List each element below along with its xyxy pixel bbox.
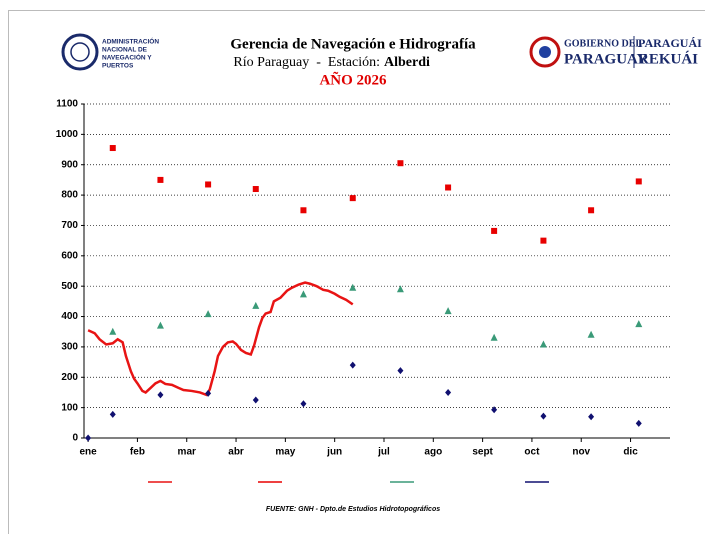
- org-line: ADMINISTRACIÓN: [102, 37, 159, 46]
- mean-point: [540, 340, 547, 347]
- max-point: [397, 160, 403, 166]
- x-tick-label: feb: [130, 447, 145, 458]
- max-point: [300, 207, 306, 213]
- chart-subtitle: Río Paraguay - Estación:: [233, 55, 380, 70]
- gov-guarani: PARAGUÁI: [638, 36, 702, 50]
- max-point: [350, 195, 356, 201]
- x-tick-label: nov: [572, 447, 590, 458]
- station: Alberdi: [384, 55, 430, 70]
- mean-point: [109, 328, 116, 335]
- min-point: [85, 435, 91, 442]
- max-point: [636, 178, 642, 184]
- plot: 0 100 200 300 400 500 600 700 800 900 1000 1100 ene f…: [56, 99, 670, 482]
- min-point: [110, 411, 116, 418]
- mean-point: [157, 322, 164, 329]
- max-point: [491, 228, 497, 234]
- max-point: [205, 181, 211, 187]
- x-tick-label: sept: [472, 447, 493, 458]
- source: FUENTE: GNH - Dpto.de Estudios Hidrotopo…: [266, 506, 440, 513]
- y-tick-label: 300: [61, 342, 78, 353]
- y-tick-label: 800: [61, 190, 78, 201]
- min-point: [350, 362, 356, 369]
- y-tick-label: 400: [61, 311, 78, 322]
- min-point: [636, 420, 642, 427]
- x-tick-label: dic: [623, 447, 638, 458]
- y-tick-label: 500: [61, 281, 78, 292]
- chart-title: Gerencia de Navegación e Hidrografía: [230, 36, 476, 52]
- x-tick-label: jun: [326, 447, 342, 458]
- min-point: [253, 397, 259, 404]
- y-tick-label: 900: [61, 159, 78, 170]
- series-line: [88, 283, 353, 395]
- y-tick-label: 0: [72, 433, 78, 444]
- x-tick-label: ene: [79, 447, 97, 458]
- x-tick-label: oct: [524, 447, 540, 458]
- org-line: NACIONAL DE: [102, 47, 148, 54]
- max-point: [110, 145, 116, 151]
- mean-point: [491, 334, 498, 341]
- min-point: [157, 391, 163, 398]
- min-point: [397, 367, 403, 374]
- min-point: [540, 413, 546, 420]
- y-tick-label: 600: [61, 250, 78, 261]
- y-tick-label: 1000: [56, 129, 79, 140]
- y-tick-label: 100: [61, 402, 78, 413]
- x-tick-label: may: [275, 447, 295, 458]
- y-tick-label: 1100: [56, 99, 78, 110]
- gov-line: GOBIERNO DEL: [564, 38, 642, 49]
- x-tick-label: abr: [228, 447, 244, 458]
- max-point: [540, 238, 546, 244]
- mean-point: [205, 310, 212, 317]
- mean-point: [445, 307, 452, 314]
- org-line: PUERTOS: [102, 63, 134, 70]
- org-line: NAVEGACIÓN Y: [102, 53, 152, 62]
- min-point: [445, 389, 451, 396]
- max-point: [253, 186, 259, 192]
- x-tick-label: ago: [424, 447, 442, 458]
- mean-point: [252, 302, 259, 309]
- min-point: [300, 400, 306, 407]
- mean-point: [300, 290, 307, 297]
- org-logo-inner: [71, 43, 89, 61]
- mean-point: [635, 320, 642, 327]
- x-tick-label: mar: [178, 447, 196, 458]
- max-point: [588, 207, 594, 213]
- min-point: [588, 413, 594, 420]
- gov-guarani: REKUÁI: [638, 50, 698, 67]
- gov-line: PARAGUAY: [564, 51, 648, 67]
- gov-logo-inner: [539, 46, 551, 58]
- max-point: [445, 185, 451, 191]
- frame: [9, 11, 705, 535]
- max-point: [157, 177, 163, 183]
- year-label: AÑO 2026: [319, 70, 387, 88]
- mean-point: [349, 284, 356, 291]
- x-tick-label: jul: [377, 447, 390, 458]
- mean-point: [588, 331, 595, 338]
- y-tick-label: 700: [61, 220, 78, 231]
- y-tick-label: 200: [61, 372, 78, 383]
